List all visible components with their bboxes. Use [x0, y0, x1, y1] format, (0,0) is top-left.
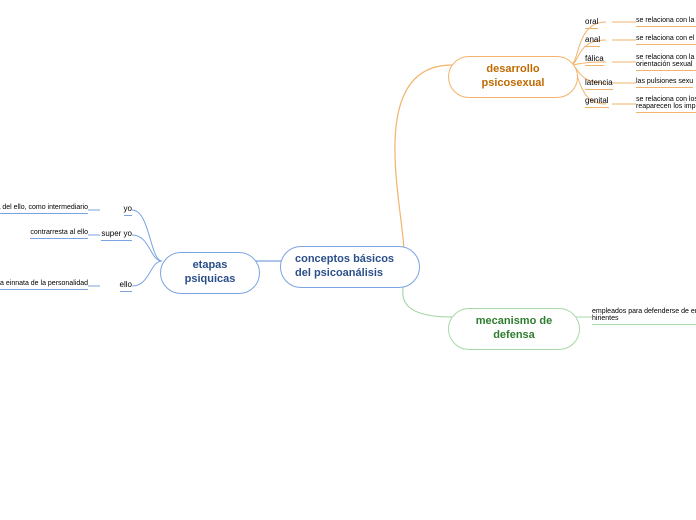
- leaf-superyo-desc: contrarresta al ello: [30, 229, 88, 239]
- branch-desarrollo[interactable]: desarrollo psicosexual: [448, 56, 578, 98]
- leaf-oral[interactable]: oral: [585, 17, 598, 29]
- leaf-falica-desc: se relaciona con la m orientación sexual: [636, 54, 696, 71]
- leaf-superyo[interactable]: super yo: [101, 229, 132, 241]
- leaf-genital-desc: se relaciona con los reaparecen los imp: [636, 96, 696, 113]
- leaf-ello[interactable]: ello: [120, 280, 132, 292]
- root-node[interactable]: conceptos básicos del psicoanálisis: [280, 246, 420, 288]
- leaf-latencia[interactable]: latencia: [585, 78, 613, 90]
- leaf-anal-desc: se relaciona con el co: [636, 35, 696, 45]
- leaf-yo-desc: a del ello, como intermediario: [0, 204, 88, 214]
- leaf-falica[interactable]: fálica: [585, 54, 604, 66]
- branch-mecanismo[interactable]: mecanismo de defensa: [448, 308, 580, 350]
- leaf-latencia-desc: las pulsiones sexu: [636, 78, 693, 88]
- leaf-mecanismo-desc: empleados para defenderse de emoci hirie…: [592, 308, 696, 325]
- branch-etapas[interactable]: etapas psiquicas: [160, 252, 260, 294]
- leaf-oral-desc: se relaciona con la boc: [636, 17, 696, 27]
- leaf-genital[interactable]: genital: [585, 96, 609, 108]
- leaf-yo[interactable]: yo: [124, 204, 132, 216]
- leaf-ello-desc: zada einnata de la personalidad: [0, 280, 88, 290]
- leaf-anal[interactable]: anal: [585, 35, 600, 47]
